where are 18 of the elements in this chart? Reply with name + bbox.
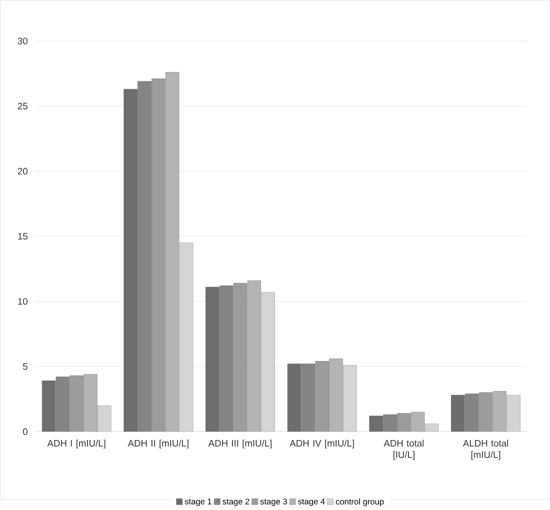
y-tick-label: 25 — [18, 102, 28, 110]
x-tick-label: ADH II [mIU/L] — [128, 440, 188, 448]
y-tick-label: 5 — [23, 363, 28, 370]
x-tick-label: ADH III [mIU/L] — [208, 440, 272, 448]
y-tick-label: 15 — [18, 232, 28, 240]
legend-label: stage 2 — [222, 498, 250, 506]
y-tick-label: 10 — [18, 298, 28, 305]
y-tick-label: 30 — [18, 38, 28, 44]
y-tick-label: 0 — [23, 428, 28, 435]
legend-label: control group — [336, 498, 384, 506]
legend-label: stage 3 — [260, 498, 287, 506]
x-tick-label: ADH IV [mIU/L] — [290, 440, 354, 448]
legend-label: stage 4 — [298, 498, 325, 506]
x-tick-label: ALDH total [mIU/L] — [462, 440, 508, 460]
x-tick-label: ADH I [mIU/L] — [47, 440, 106, 448]
x-tick-label: ADH total [IU/L] — [384, 440, 424, 460]
legend-label: stage 1 — [184, 498, 212, 506]
y-tick-label: 20 — [18, 168, 28, 174]
